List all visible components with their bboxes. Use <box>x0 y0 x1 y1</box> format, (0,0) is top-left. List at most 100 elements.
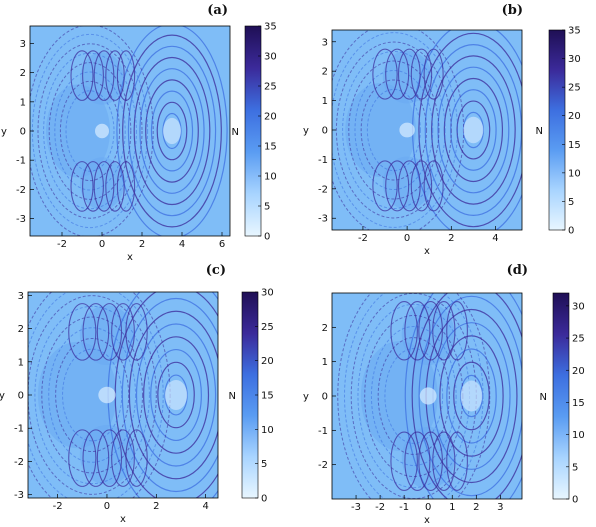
x-axis-label: x <box>127 252 133 263</box>
basin-ring <box>150 90 194 172</box>
panel-b: -2 0 2 4 -3 -2 -1 0 1 2 3 x y 0 5 10 15 20 25 30 35 N (b) <box>303 3 581 257</box>
basin-ring <box>164 374 188 416</box>
basin-arc <box>48 327 137 463</box>
y-tick-label: 0 <box>20 127 26 138</box>
petal-lobe <box>390 431 418 491</box>
petal-lobe <box>446 431 468 491</box>
x-tick-label: 3 <box>497 502 503 513</box>
basin-arc <box>55 337 130 453</box>
petal-lobe <box>432 301 456 361</box>
basin-arc <box>28 292 164 498</box>
x-tick-label: 0 <box>425 502 431 513</box>
y-axis-label: y <box>303 126 309 137</box>
petal-lobe <box>93 161 115 212</box>
panel-label: (d) <box>507 263 528 278</box>
heatmap-field <box>30 26 230 236</box>
colorbar-tick-label: 0 <box>264 232 270 243</box>
y-tick-label: -1 <box>318 426 328 437</box>
petal-lobe <box>397 48 421 100</box>
basin-ring <box>437 66 510 194</box>
petal-lobe <box>116 161 136 212</box>
basin-ring <box>450 89 497 171</box>
petal-lobe <box>68 303 97 361</box>
basin-arc <box>335 41 452 219</box>
colorbar-tick-label: 5 <box>568 197 574 208</box>
x-tick-label: 2 <box>448 233 454 244</box>
y-tick-label: -2 <box>14 457 24 468</box>
x-axis-label: x <box>424 515 430 526</box>
colorbar-tick-label: 25 <box>264 82 277 93</box>
petal-lobe <box>385 160 410 212</box>
basin-ring <box>150 348 202 442</box>
y-tick-label: -2 <box>318 460 328 471</box>
petal-lobe <box>397 160 421 212</box>
petal-lobe <box>372 48 398 100</box>
basin-arc <box>337 293 491 499</box>
petal-lobe <box>105 161 125 212</box>
colorbar-tick-label: 20 <box>264 112 277 123</box>
basin-arc <box>344 293 484 499</box>
basin-arc <box>384 348 444 444</box>
basin-ring <box>135 323 217 467</box>
basin-ring <box>418 32 522 228</box>
basin-arc <box>59 80 121 182</box>
colorbar-label: N <box>232 127 239 138</box>
basin-ring <box>431 55 516 205</box>
colorbar-tick-label: 0 <box>261 494 267 505</box>
x-tick-label: 4 <box>179 239 185 250</box>
basin-ring <box>127 45 217 217</box>
basin-arc <box>360 79 428 181</box>
basin-ring <box>453 361 490 431</box>
smooth-lobe <box>345 82 416 178</box>
basin-ring <box>443 77 504 183</box>
heatmap-field <box>332 30 522 230</box>
petal-lobe <box>70 161 94 212</box>
petal-lobe <box>385 48 410 100</box>
basin-arc <box>37 43 143 219</box>
petal-lobe <box>404 301 431 361</box>
y-tick-label: 0 <box>322 126 328 137</box>
y-axis-label: y <box>303 392 309 403</box>
colorbar-tick-label: 5 <box>264 202 270 213</box>
petal-lobe <box>432 431 456 491</box>
colorbar <box>244 25 262 237</box>
basin-ring <box>446 348 497 444</box>
basin-ring <box>157 361 195 429</box>
basin-arc <box>377 337 450 455</box>
colorbar-label: N <box>229 391 236 402</box>
smooth-lobe <box>46 84 110 178</box>
basin-arc <box>342 51 446 209</box>
central-bright-spot <box>419 387 437 405</box>
panel-a: -2 0 2 4 6 -3 -2 -1 0 1 2 3 x y 0 5 10 15 20 25 30 35 N (a) <box>1 3 277 263</box>
petal-lobe <box>404 431 431 491</box>
basin-ring <box>116 26 228 236</box>
petal-lobe <box>68 429 97 487</box>
x-tick-label: -2 <box>375 502 385 513</box>
petal-lobe <box>111 429 135 487</box>
basin-ring <box>128 310 218 480</box>
colorbar-tick-label: 30 <box>568 54 581 65</box>
y-tick-label: -3 <box>14 490 24 501</box>
y-tick-label: 2 <box>322 323 328 334</box>
x-tick-label: -1 <box>399 502 409 513</box>
panel-d: -3 -2 -1 0 1 2 3 -2 -1 0 1 2 x y 0 5 10 15 20 25 30 N (d) <box>303 263 585 526</box>
x-tick-label: 4 <box>202 501 208 512</box>
basin-arc <box>332 32 458 228</box>
y-tick-label: 2 <box>322 67 328 78</box>
basin-arc <box>43 52 137 210</box>
colorbar-tick-label: 30 <box>261 288 274 299</box>
colorbar-tick-label: 20 <box>568 111 581 122</box>
petal-lobe <box>418 431 443 491</box>
x-tick-label: 1 <box>449 502 455 513</box>
basin-arc <box>65 90 115 172</box>
x-tick-label: 6 <box>219 239 225 250</box>
colorbar-tick-label: 20 <box>572 366 585 377</box>
y-tick-label: 1 <box>18 357 24 368</box>
smooth-lobe <box>37 341 117 449</box>
ring-center-spot <box>163 117 181 145</box>
basin-ring <box>439 335 504 457</box>
basin-arc <box>41 316 143 474</box>
colorbar-tick-label: 25 <box>261 322 274 333</box>
basin-ring <box>133 56 211 206</box>
petal-lobe <box>390 301 418 361</box>
